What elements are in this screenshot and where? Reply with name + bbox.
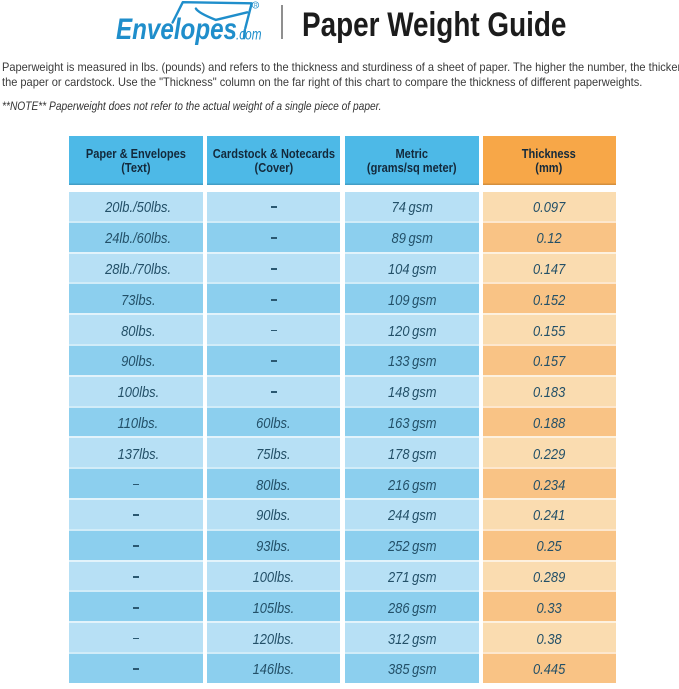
svg-text:.com: .com xyxy=(236,26,262,43)
svg-text:R: R xyxy=(254,3,258,9)
svg-text:Envelopes: Envelopes xyxy=(116,13,237,46)
